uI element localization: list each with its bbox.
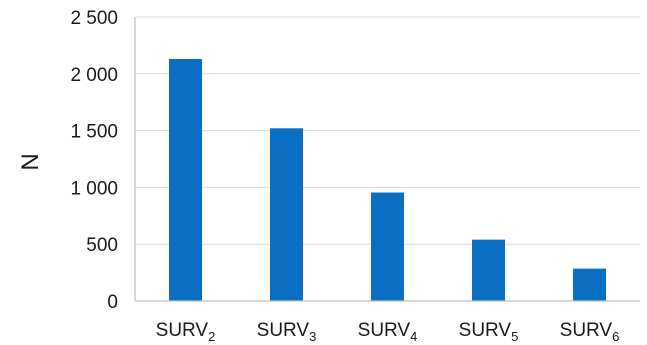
bar [169, 59, 202, 302]
bar [371, 192, 404, 301]
x-tick-label: SURV3 [257, 320, 317, 344]
x-tick-label: SURV5 [459, 320, 519, 344]
x-tick-labels: SURV2 SURV3 SURV4 SURV5 SURV6 [156, 320, 620, 344]
x-tick-label: SURV4 [358, 320, 418, 344]
axes [134, 17, 640, 302]
y-tick-label: 1 500 [70, 122, 118, 143]
y-tick-labels: 0 500 1 000 1 500 2 000 2 500 [70, 8, 118, 313]
bars [169, 59, 606, 302]
x-tick-label: SURV2 [156, 320, 216, 344]
gridlines [135, 16, 640, 245]
y-tick-label: 500 [86, 235, 118, 256]
y-tick-label: 2 500 [70, 8, 118, 29]
bar [573, 268, 606, 301]
y-tick-label: 2 000 [70, 65, 118, 86]
y-tick-label: 0 [107, 292, 118, 313]
bar [270, 128, 303, 301]
x-tick-label: SURV6 [560, 320, 620, 344]
y-tick-label: 1 000 [70, 178, 118, 199]
y-axis-title: N [17, 153, 44, 170]
bar [472, 239, 505, 301]
